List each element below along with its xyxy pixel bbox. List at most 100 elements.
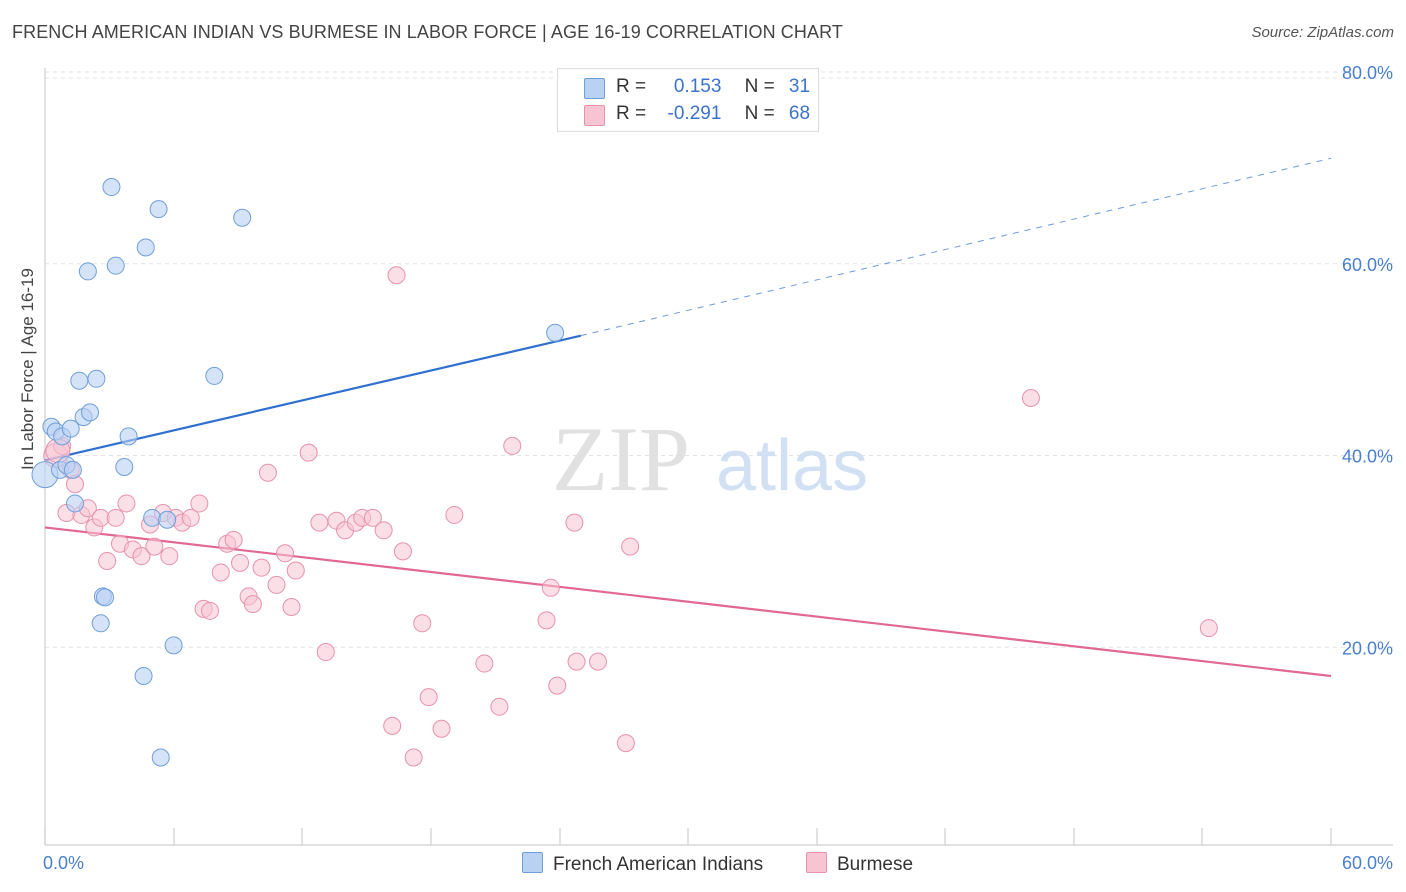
point-burmese: [419, 688, 438, 707]
point-burmese: [616, 734, 635, 753]
point-burmese: [145, 537, 164, 556]
legend-r-value: 0.153: [673, 76, 722, 97]
point-burmese: [432, 719, 451, 738]
trend-line-burmese: [44, 526, 1332, 678]
legend-r-label: R =: [616, 76, 647, 97]
point-french-american-indians: [205, 366, 224, 385]
point-burmese: [565, 513, 584, 532]
point-french-american-indians: [233, 208, 252, 227]
point-burmese: [374, 521, 393, 540]
point-burmese: [267, 575, 286, 594]
legend-n-value: 68: [788, 103, 811, 124]
point-burmese: [393, 542, 412, 561]
point-french-american-indians: [115, 458, 134, 477]
point-burmese: [1199, 619, 1218, 638]
data-points: [31, 178, 1218, 767]
point-burmese: [588, 652, 607, 671]
bottom-legend-french-american-indians: French American Indians: [522, 852, 763, 876]
point-burmese: [567, 652, 586, 671]
point-burmese: [490, 697, 509, 716]
bottom-legend-burmese: Burmese: [806, 852, 913, 876]
point-french-american-indians: [91, 614, 110, 633]
legend-r-label: R =: [616, 103, 647, 124]
point-french-american-indians: [102, 178, 121, 197]
x-tick-label: 0.0%: [43, 853, 84, 873]
legend-swatch-pink: [584, 105, 605, 126]
point-burmese: [211, 563, 230, 582]
point-burmese: [224, 530, 243, 549]
point-burmese: [548, 676, 567, 695]
y-tick-label: 60.0%: [1342, 255, 1393, 275]
point-burmese: [310, 513, 329, 532]
point-burmese: [475, 654, 494, 673]
point-burmese: [316, 643, 335, 662]
point-burmese: [383, 716, 402, 735]
point-burmese: [299, 443, 318, 462]
chart-title: FRENCH AMERICAN INDIAN VS BURMESE IN LAB…: [12, 22, 843, 42]
point-burmese: [537, 611, 556, 630]
point-french-american-indians: [119, 427, 138, 446]
point-french-american-indians: [134, 667, 153, 686]
legend-n-label: N =: [744, 76, 775, 97]
source-credit: Source: ZipAtlas.com: [1251, 24, 1394, 41]
point-burmese: [181, 508, 200, 527]
bottom-legend-label: French American Indians: [553, 854, 764, 875]
bottom-legend-swatch-blue: [522, 852, 543, 873]
legend-n-label: N =: [744, 103, 775, 124]
point-french-american-indians: [149, 200, 168, 219]
point-french-american-indians: [87, 369, 106, 388]
point-burmese: [231, 553, 250, 572]
y-tick-label: 80.0%: [1342, 63, 1393, 83]
point-french-american-indians: [106, 256, 125, 275]
point-french-american-indians: [70, 371, 89, 390]
point-burmese: [258, 463, 277, 482]
point-burmese: [98, 551, 117, 570]
point-burmese: [1021, 388, 1040, 407]
x-tick-label: 60.0%: [1342, 853, 1393, 873]
y-tick-label: 20.0%: [1342, 638, 1393, 658]
point-burmese: [276, 544, 295, 563]
point-french-american-indians: [78, 262, 97, 281]
point-french-american-indians: [164, 636, 183, 655]
point-french-american-indians: [546, 323, 565, 342]
point-french-american-indians: [136, 238, 155, 257]
point-french-american-indians: [143, 508, 162, 527]
watermark: ZIP atlas: [552, 408, 868, 510]
legend-swatch-blue: [584, 78, 605, 99]
legend: R = 0.153 N = 31 R = -0.291 N = 68: [557, 68, 819, 132]
point-french-american-indians: [61, 419, 80, 438]
tick-labels: 20.0% 40.0% 60.0% 80.0% 0.0% 60.0%: [43, 63, 1393, 873]
point-burmese: [363, 508, 382, 527]
point-burmese: [243, 595, 262, 614]
bottom-legend-label: Burmese: [837, 854, 914, 875]
point-burmese: [413, 614, 432, 633]
point-burmese: [252, 558, 271, 577]
point-burmese: [503, 436, 522, 455]
point-burmese: [160, 547, 179, 566]
y-tick-label: 40.0%: [1342, 447, 1393, 467]
point-french-american-indians: [96, 588, 115, 607]
point-french-american-indians: [66, 494, 85, 513]
point-burmese: [132, 547, 151, 566]
trend-line-extension-french-american-indians: [580, 157, 1332, 337]
point-burmese: [106, 508, 125, 527]
bottom-legend-swatch-pink: [806, 852, 827, 873]
point-french-american-indians: [81, 403, 100, 422]
point-french-american-indians: [158, 510, 177, 529]
watermark-atlas: atlas: [716, 426, 868, 506]
point-french-american-indians: [151, 748, 170, 767]
point-french-american-indians: [63, 460, 82, 479]
point-burmese: [541, 578, 560, 597]
point-burmese: [387, 266, 406, 285]
point-burmese: [282, 597, 301, 616]
point-burmese: [91, 508, 110, 527]
point-burmese: [117, 494, 136, 513]
point-burmese: [404, 748, 423, 767]
y-axis-label: In Labor Force | Age 16-19: [18, 268, 37, 470]
point-burmese: [286, 561, 305, 580]
point-burmese: [621, 537, 640, 556]
watermark-zip: ZIP: [552, 408, 690, 510]
legend-r-value: -0.291: [667, 103, 722, 124]
point-burmese: [190, 494, 209, 513]
